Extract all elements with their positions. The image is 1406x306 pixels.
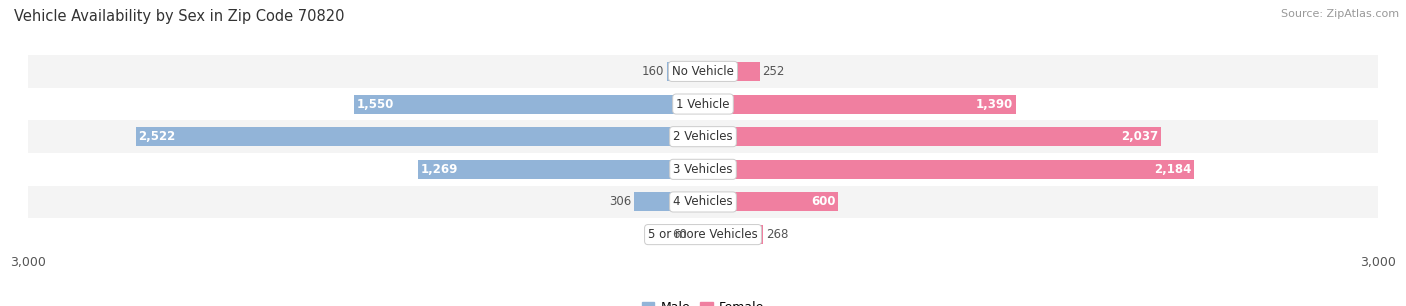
- Text: 4 Vehicles: 4 Vehicles: [673, 196, 733, 208]
- Text: 1,550: 1,550: [357, 98, 395, 110]
- Text: 306: 306: [609, 196, 631, 208]
- Bar: [354, 95, 703, 114]
- Bar: [666, 62, 703, 81]
- Legend: Male, Female: Male, Female: [637, 296, 769, 306]
- Text: 600: 600: [811, 196, 835, 208]
- Bar: [28, 218, 1378, 251]
- Text: 252: 252: [762, 65, 785, 78]
- Text: 5 or more Vehicles: 5 or more Vehicles: [648, 228, 758, 241]
- Bar: [703, 160, 1194, 179]
- Text: No Vehicle: No Vehicle: [672, 65, 734, 78]
- Text: 1 Vehicle: 1 Vehicle: [676, 98, 730, 110]
- Bar: [703, 95, 1015, 114]
- Bar: [703, 62, 759, 81]
- Bar: [28, 186, 1378, 218]
- Bar: [28, 88, 1378, 120]
- Text: 2 Vehicles: 2 Vehicles: [673, 130, 733, 143]
- Bar: [689, 225, 703, 244]
- Bar: [28, 153, 1378, 186]
- Text: Vehicle Availability by Sex in Zip Code 70820: Vehicle Availability by Sex in Zip Code …: [14, 9, 344, 24]
- Bar: [703, 225, 763, 244]
- Text: 2,522: 2,522: [138, 130, 176, 143]
- Bar: [135, 127, 703, 146]
- Text: 1,390: 1,390: [976, 98, 1012, 110]
- Bar: [634, 192, 703, 211]
- Text: 60: 60: [672, 228, 686, 241]
- Text: Source: ZipAtlas.com: Source: ZipAtlas.com: [1281, 9, 1399, 19]
- Bar: [28, 120, 1378, 153]
- Bar: [28, 55, 1378, 88]
- Text: 268: 268: [766, 228, 789, 241]
- Text: 1,269: 1,269: [420, 163, 457, 176]
- Bar: [703, 192, 838, 211]
- Text: 3 Vehicles: 3 Vehicles: [673, 163, 733, 176]
- Text: 160: 160: [643, 65, 664, 78]
- Bar: [418, 160, 703, 179]
- Bar: [703, 127, 1161, 146]
- Text: 2,184: 2,184: [1154, 163, 1192, 176]
- Text: 2,037: 2,037: [1122, 130, 1159, 143]
